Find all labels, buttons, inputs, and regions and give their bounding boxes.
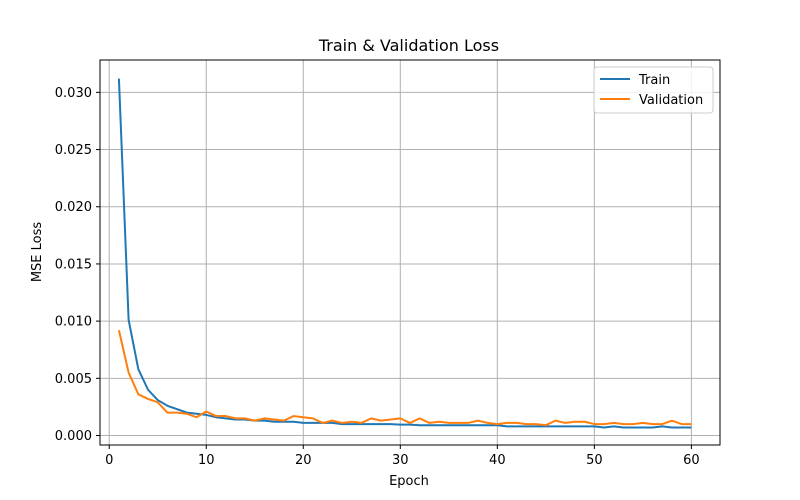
x-tick-label: 40 bbox=[489, 453, 506, 468]
y-tick-label: 0.005 bbox=[55, 372, 92, 387]
x-tick-label: 50 bbox=[586, 453, 603, 468]
legend: Train Validation bbox=[593, 66, 714, 114]
y-tick-label: 0.025 bbox=[55, 143, 92, 158]
y-axis-ticks: 0.000 0.005 0.010 0.015 0.020 0.025 0.030 bbox=[55, 86, 100, 444]
x-axis-ticks: 0 10 20 30 40 50 60 bbox=[105, 445, 700, 468]
x-axis-label: Epoch bbox=[389, 474, 429, 489]
x-tick-label: 30 bbox=[392, 453, 409, 468]
x-tick-label: 60 bbox=[683, 453, 700, 468]
x-tick-label: 20 bbox=[295, 453, 312, 468]
chart-title: Train & Validation Loss bbox=[318, 36, 499, 55]
y-tick-label: 0.010 bbox=[55, 315, 92, 330]
y-tick-label: 0.030 bbox=[55, 86, 92, 101]
legend-label-validation: Validation bbox=[639, 93, 703, 108]
plot-area-frame bbox=[99, 59, 721, 446]
x-tick-label: 0 bbox=[105, 453, 113, 468]
series-lines bbox=[117, 78, 692, 429]
y-axis-label: MSE Loss bbox=[30, 222, 45, 283]
series-line-train bbox=[117, 78, 692, 429]
series-line-validation bbox=[117, 330, 692, 427]
y-tick-label: 0.020 bbox=[55, 200, 92, 215]
grid bbox=[100, 60, 720, 445]
y-tick-label: 0.015 bbox=[55, 257, 92, 272]
x-tick-label: 10 bbox=[198, 453, 215, 468]
y-tick-label: 0.000 bbox=[55, 429, 92, 444]
legend-label-train: Train bbox=[638, 73, 670, 88]
